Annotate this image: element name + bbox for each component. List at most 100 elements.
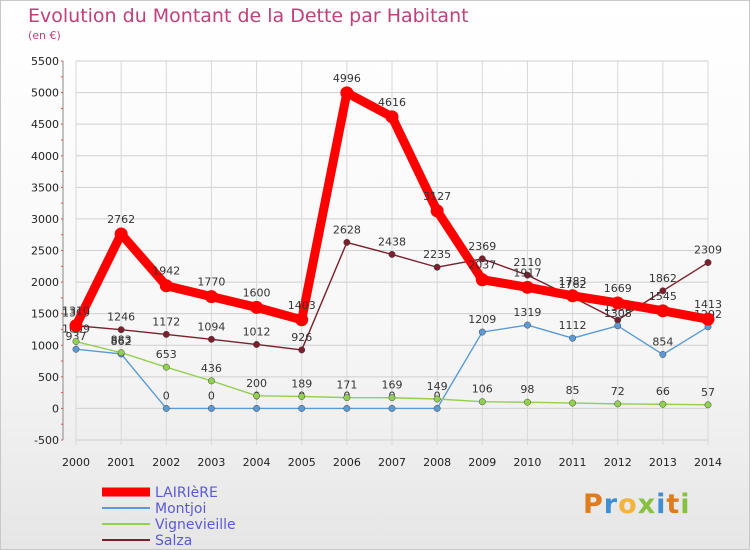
data-label: 2110: [513, 256, 541, 269]
proxiti-logo: Proxiti: [583, 489, 691, 520]
x-tick-label: 2008: [423, 456, 451, 469]
data-label: 200: [246, 377, 267, 390]
y-tick-label: 4000: [31, 150, 59, 163]
y-tick-label: 3500: [31, 181, 59, 194]
y-tick-label: 4500: [31, 118, 59, 131]
y-tick-label: 5000: [31, 87, 59, 100]
data-point: [520, 280, 534, 294]
data-label: 1545: [649, 290, 677, 303]
data-label: 883: [111, 334, 132, 347]
data-point: [385, 110, 399, 124]
data-point: [478, 328, 486, 336]
series-vignevieille: 1059883653436200189171169149106988572665…: [62, 323, 715, 409]
data-point: [659, 287, 667, 295]
x-tick-label: 2012: [604, 456, 632, 469]
data-label: 2438: [378, 235, 406, 248]
logo-letter: i: [680, 489, 691, 520]
data-label: 2309: [694, 244, 722, 257]
chart-subtitle: (en €): [28, 29, 61, 42]
data-point: [72, 338, 80, 345]
data-point: [253, 392, 261, 400]
data-point: [69, 319, 83, 333]
y-tick-label: 1000: [31, 339, 59, 352]
data-point: [659, 351, 667, 358]
data-point: [433, 395, 441, 403]
data-label: 1403: [288, 299, 316, 312]
data-point: [298, 393, 306, 400]
data-point: [611, 296, 625, 310]
data-point: [343, 394, 351, 402]
data-point: [343, 404, 351, 412]
data-point: [523, 271, 531, 279]
data-point: [298, 346, 306, 354]
x-tick-label: 2001: [107, 456, 135, 469]
data-label: 189: [291, 377, 312, 390]
data-label: 1770: [197, 276, 225, 289]
data-label: 66: [656, 385, 670, 398]
data-label: 1319: [513, 306, 541, 319]
data-point: [433, 404, 441, 412]
data-label: 1413: [694, 298, 722, 311]
data-point: [478, 255, 486, 263]
x-tick-label: 2014: [694, 456, 722, 469]
data-label: 1917: [513, 266, 541, 279]
data-label: 3127: [423, 190, 451, 203]
data-label: 862: [111, 335, 132, 348]
data-point: [430, 204, 444, 218]
legend-label: Vignevieille: [155, 517, 236, 533]
data-point: [614, 400, 622, 408]
data-point: [204, 290, 218, 304]
data-label: 1862: [649, 272, 677, 285]
x-tick-label: 2005: [288, 456, 316, 469]
data-label: 4996: [333, 72, 361, 85]
data-point: [340, 86, 354, 100]
y-tick-label: 5500: [31, 55, 59, 68]
data-point: [298, 404, 306, 412]
data-point: [475, 273, 489, 287]
data-point: [478, 398, 486, 406]
chart-title: Evolution du Montant de la Dette par Hab…: [28, 5, 469, 27]
data-label: 171: [336, 379, 357, 392]
data-point: [388, 404, 396, 412]
data-label: 1942: [152, 265, 180, 278]
legend-label: Salza: [155, 533, 192, 549]
data-label: 436: [201, 362, 222, 375]
data-point: [343, 238, 351, 246]
data-point: [253, 404, 261, 412]
data-label: 1209: [468, 313, 496, 326]
data-label: 937: [66, 330, 87, 343]
legend-label: LAIRIèRE: [155, 485, 218, 501]
data-label: 1600: [243, 286, 271, 299]
data-point: [162, 363, 170, 371]
data-label: 2235: [423, 248, 451, 261]
data-label: 85: [566, 384, 580, 397]
data-label: 1762: [559, 278, 587, 291]
data-point: [569, 334, 577, 342]
data-label: 1783: [559, 275, 587, 288]
data-label: 854: [652, 335, 673, 348]
data-label: 2628: [333, 223, 361, 236]
data-label: 169: [382, 379, 403, 392]
data-label: 0: [208, 389, 215, 402]
data-point: [159, 279, 173, 293]
logo-letter: r: [603, 489, 619, 520]
y-tick-label: 3000: [31, 213, 59, 226]
data-label: 1012: [243, 325, 271, 338]
data-label: 1246: [107, 311, 135, 324]
data-label: 1112: [559, 319, 587, 332]
data-point: [704, 401, 712, 409]
data-label: 1094: [197, 320, 225, 333]
data-label: 57: [701, 386, 715, 399]
y-tick-label: 500: [38, 371, 59, 384]
data-point: [659, 400, 667, 408]
logo-letter: t: [666, 489, 681, 520]
data-label: 1308: [604, 307, 632, 320]
data-point: [656, 304, 670, 318]
data-label: 2369: [468, 240, 496, 253]
data-point: [704, 259, 712, 267]
data-label: 2762: [107, 213, 135, 226]
data-label: 1310: [62, 305, 90, 318]
data-label: 4616: [378, 96, 406, 109]
data-point: [523, 321, 531, 329]
